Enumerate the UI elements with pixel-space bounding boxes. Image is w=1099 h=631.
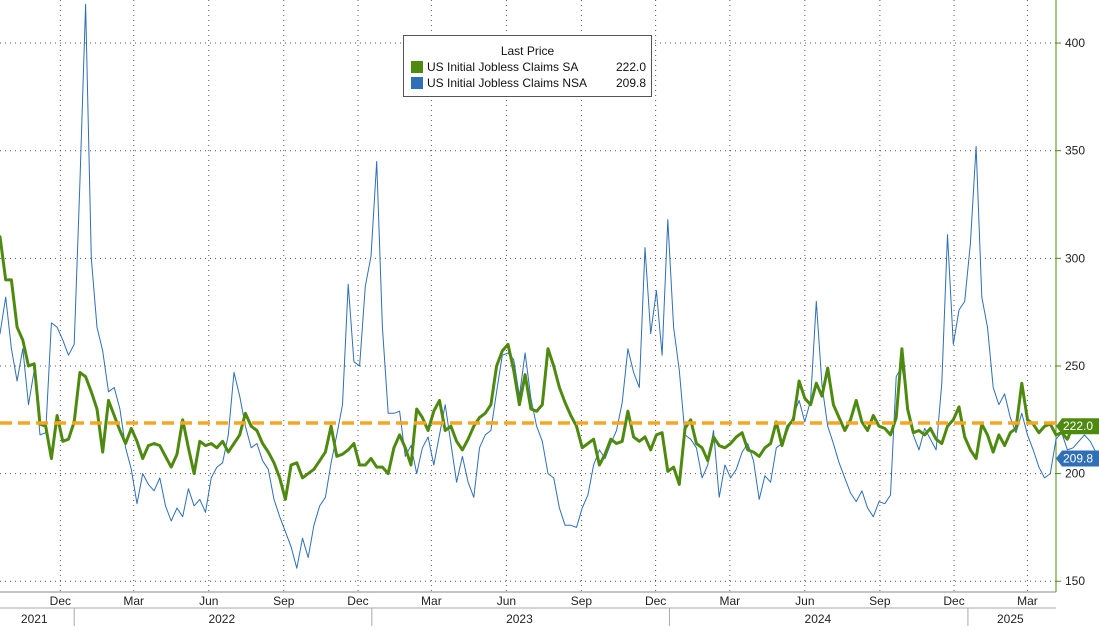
last-value-labels: 222.0 209.8 [1056, 418, 1099, 467]
x-tick-label: Mar [421, 594, 442, 608]
y-tick-label: 250 [1065, 359, 1085, 373]
year-label: 2021 [21, 612, 48, 626]
legend-value-sa: 222.0 [615, 60, 646, 74]
series-line-nsa [0, 3, 1097, 569]
x-tick-label: Dec [645, 594, 666, 608]
year-label: 2023 [506, 612, 533, 626]
y-tick-label: 300 [1065, 251, 1085, 265]
legend-swatch-sa [411, 61, 423, 73]
series-lines [0, 3, 1097, 569]
y-tick-label: 150 [1065, 574, 1085, 588]
x-tick-label: Jun [199, 594, 218, 608]
legend-value-nsa: 209.8 [615, 76, 646, 90]
gridlines [0, 0, 1056, 592]
legend-label-sa: US Initial Jobless Claims SA [427, 60, 579, 74]
x-tick-label: Mar [123, 594, 144, 608]
last-value-badge-bg [1056, 418, 1099, 435]
legend: Last Price US Initial Jobless Claims SA … [403, 35, 652, 97]
x-tick-label: Dec [943, 594, 964, 608]
legend-label-nsa: US Initial Jobless Claims NSA [427, 76, 588, 90]
legend-entry-nsa: US Initial Jobless Claims NSA 209.8 [404, 75, 651, 91]
year-label: 2022 [208, 612, 235, 626]
x-tick-label: Dec [347, 594, 368, 608]
last-value-badge-text: 222.0 [1063, 419, 1093, 433]
x-tick-label: Sep [273, 594, 295, 608]
y-tick-label: 400 [1065, 36, 1085, 50]
legend-entry-sa: US Initial Jobless Claims SA 222.0 [404, 59, 651, 75]
year-label: 2024 [805, 612, 832, 626]
x-tick-label: Mar [1017, 594, 1038, 608]
y-tick-label: 200 [1065, 467, 1085, 481]
legend-swatch-nsa [411, 77, 423, 89]
x-tick-label: Dec [50, 594, 71, 608]
series-line-sa [0, 235, 1075, 501]
x-tick-label: Sep [869, 594, 891, 608]
last-value-badge-text: 209.8 [1063, 452, 1093, 466]
last-value-badge: 209.8 [1056, 450, 1099, 467]
year-label: 2025 [997, 612, 1024, 626]
x-tick-label: Mar [719, 594, 740, 608]
last-value-badge: 222.0 [1056, 418, 1099, 435]
x-tick-label: Jun [795, 594, 814, 608]
x-tick-label: Jun [497, 594, 516, 608]
y-tick-label: 350 [1065, 144, 1085, 158]
y-axis: 150 200 250 300 350 400 [1055, 0, 1085, 592]
legend-title: Last Price [500, 44, 555, 58]
last-value-badge-bg [1056, 450, 1099, 467]
x-tick-label: Sep [571, 594, 593, 608]
x-axis: Dec Mar Jun Sep Dec Mar Jun Sep Dec Mar Jun Sep Dec M… [0, 591, 1056, 626]
